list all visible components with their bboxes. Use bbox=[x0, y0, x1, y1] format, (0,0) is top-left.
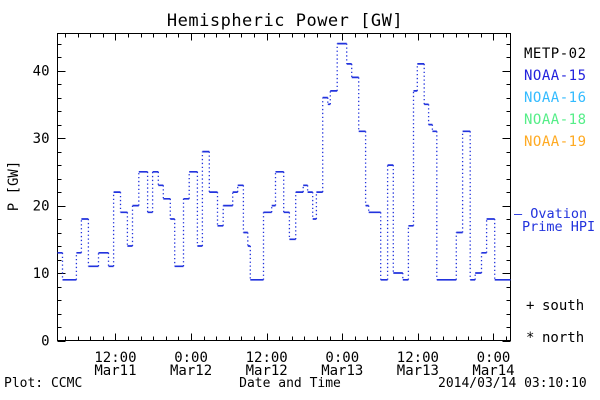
x-tick-time: 0:00 bbox=[325, 350, 359, 366]
x-tick-date: Mar12 bbox=[246, 363, 288, 379]
x-tick-time: 0:00 bbox=[174, 350, 208, 366]
x-tick-date: Mar14 bbox=[472, 363, 514, 379]
plot-credit: Plot: CCMC bbox=[4, 376, 83, 391]
south-label: south bbox=[542, 298, 585, 314]
x-tick-date: Mar11 bbox=[94, 363, 136, 379]
plus-icon: + bbox=[526, 298, 535, 314]
legend-ovation-line1: — Ovation bbox=[514, 206, 588, 222]
axis-ticks bbox=[57, 33, 511, 342]
legend-item-noaa-15: NOAA-15 bbox=[524, 68, 587, 84]
asterisk-icon: * bbox=[526, 330, 535, 346]
y-axis-label: P [GW] bbox=[6, 160, 22, 212]
north-label: north bbox=[542, 330, 585, 346]
legend-item-noaa-18: NOAA-18 bbox=[524, 112, 587, 128]
hpi-step-segments bbox=[57, 42, 511, 281]
legend-north-marker: * north bbox=[526, 330, 584, 346]
x-tick-time: 12:00 bbox=[397, 350, 439, 366]
plot-timestamp: 2014/03/14 03:10:10 bbox=[438, 376, 587, 391]
legend-item-noaa-16: NOAA-16 bbox=[524, 90, 587, 106]
y-tick-label: 20 bbox=[33, 199, 50, 215]
legend-ovation-line2: Prime HPI bbox=[522, 219, 596, 235]
x-tick-time: 12:00 bbox=[246, 350, 288, 366]
legend-south-marker: + south bbox=[526, 298, 584, 314]
x-tick-date: Mar12 bbox=[170, 363, 212, 379]
x-tick-time: 0:00 bbox=[477, 350, 511, 366]
plot-frame bbox=[57, 33, 511, 341]
x-tick-time: 12:00 bbox=[94, 350, 136, 366]
chart-title: Hemispheric Power [GW] bbox=[166, 11, 404, 31]
x-tick-date: Mar13 bbox=[397, 363, 439, 379]
x-tick-date: Mar13 bbox=[321, 363, 363, 379]
hpi-step-connectors bbox=[61, 43, 496, 280]
y-tick-label: 10 bbox=[33, 266, 50, 282]
y-tick-label: 40 bbox=[33, 64, 50, 80]
legend-item-noaa-19: NOAA-19 bbox=[524, 134, 587, 150]
y-tick-label: 0 bbox=[41, 334, 49, 350]
legend-item-metp-02: METP-02 bbox=[524, 46, 587, 62]
x-axis-label: Date and Time bbox=[239, 376, 341, 391]
y-tick-label: 30 bbox=[33, 131, 50, 147]
